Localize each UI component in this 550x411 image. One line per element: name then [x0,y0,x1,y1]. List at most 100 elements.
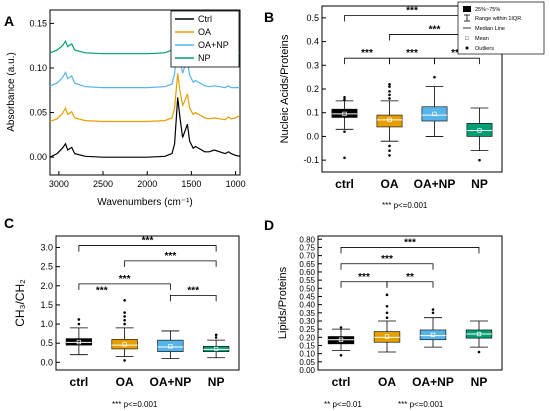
outlier-point [385,311,389,315]
mean-marker [476,331,482,337]
y-tick-label: 0.65 [299,260,315,269]
outlier-point [388,149,391,152]
panel-b-legend-box [457,1,545,55]
outlier-point [388,154,391,157]
legend-mean-swatch: □ [465,36,469,42]
y-tick-label: 0.25 [299,325,315,334]
significance-stars: *** [96,285,108,296]
legend-mean-label: Mean [475,36,489,42]
panel-label-d: D [264,217,274,233]
category-label-oa_np: OA+NP [412,375,454,389]
outlier-point [77,322,81,326]
outlier-point [123,315,126,318]
outlier-point [214,333,218,337]
panel-b-nucleic-acids-boxplot: Nucleic Acids/Proteins -0.1 0.0 0.1 0.2 0.3 0… [279,1,545,210]
outlier-point [385,304,389,308]
panel-a-y-tick-label: 0.00 [29,152,47,162]
panel-d-plot-frame [317,235,503,371]
mean-marker [76,339,82,345]
outlier-point [123,311,126,314]
y-tick-label: 0.1 [306,108,319,118]
outlier-point [433,75,436,79]
panel-c-footnote: *** p<=0.001 [112,400,158,409]
significance-bracket [386,281,434,288]
legend-outlier-label: Outliers [475,46,494,52]
box-oa [376,114,403,128]
panel-a-x-tick-label: 2000 [137,179,157,189]
significance-stars: *** [119,274,131,285]
y-tick-label: 0.80 [299,235,315,244]
significance-bracket [78,245,217,252]
category-label-np: NP [471,177,488,191]
panel-a-y-tick-label: 0.15 [29,18,47,28]
category-label-oa: OA [381,177,399,191]
mean-marker [338,337,344,342]
panel-a-y-tick-label: 0.10 [29,63,47,73]
box-ctrl [65,338,92,346]
outlier-point [339,326,343,329]
significance-bracket [124,260,217,267]
outlier-point [431,311,435,315]
significance-stars: *** [187,285,199,296]
significance-bracket [340,263,434,270]
y-tick-label: 0.5 [40,338,53,348]
y-tick-label: 0.35 [299,309,315,318]
y-tick-label: 0.70 [299,252,315,261]
outlier-point [431,308,435,311]
panel-label-a: A [4,13,14,29]
box-oa_np [419,329,447,341]
category-label-oa: OA [116,375,134,389]
box-np [466,123,493,137]
outlier-point [339,353,343,357]
significance-stars: *** [361,48,373,59]
y-tick-label: 0.2 [306,84,319,94]
y-tick-label: 0.55 [299,276,315,285]
category-label-oa_np: OA+NP [150,375,192,389]
legend-box-swatch [463,6,471,12]
category-label-np: NP [471,375,488,389]
significance-stars: ** [406,272,414,283]
y-tick-label: 0.5 [306,13,319,23]
outlier-point [388,82,391,86]
panel-b-y-axis-label: Nucleic Acids/Proteins [279,34,291,143]
y-tick-label: 0.10 [299,350,315,359]
outlier-point [123,299,126,302]
significance-bracket [169,294,217,302]
y-tick-label: 0.4 [306,37,319,47]
outlier-point [388,85,391,88]
category-label-oa: OA [378,375,396,389]
panel-a-x-tick-label: 3000 [49,179,69,189]
mean-marker [432,111,437,117]
box-oa [111,339,138,350]
panel-b-footnote: *** p<=0.001 [382,201,428,210]
y-tick-label: 0.75 [299,243,315,252]
y-tick-label: 2.0 [40,281,53,291]
category-label-np: NP [208,375,225,389]
panel-c-y-axis-label: CH₃/CH₂ [13,279,27,327]
outlier-point [123,359,126,362]
outlier-point [385,293,389,297]
y-tick-label: 3.0 [40,242,53,252]
panel-a-y-axis-label: Absorbance (a.u.) [6,52,17,132]
panel-c-plot-frame [55,235,240,371]
spectrum-line-oa [49,73,241,123]
outlier-point [478,158,481,162]
y-tick-label: 0.3 [306,60,319,70]
panel-d-footnote-left: ** p<=0.01 [324,400,362,409]
significance-stars: *** [358,272,370,283]
y-tick-label: 0.45 [299,292,315,301]
outlier-point [214,336,218,339]
y-tick-label: 0.40 [299,301,315,310]
legend-oa-label: OA [198,27,211,37]
outlier-point [385,316,389,320]
y-tick-label: 0.60 [299,268,315,277]
y-tick-label: 2.5 [40,262,53,272]
significance-bracket [78,283,171,290]
legend-box-label: 25%~75% [475,7,500,13]
category-label-oa_np: OA+NP [414,177,456,191]
panel-a-x-axis-label: Wavenumbers (cm⁻¹) [97,197,192,208]
spectrum-line-ctrl [49,97,241,158]
significance-stars: *** [406,48,418,59]
y-tick-label: 0.15 [299,341,315,350]
